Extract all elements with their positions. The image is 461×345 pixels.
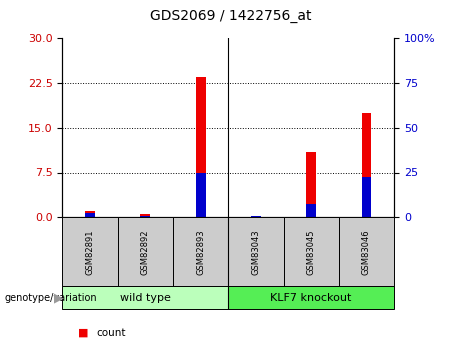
Bar: [228, 286, 394, 309]
Bar: [306, 204, 316, 217]
Bar: [140, 216, 150, 217]
Bar: [195, 77, 206, 217]
Bar: [306, 151, 316, 217]
Text: ▶: ▶: [54, 291, 64, 304]
Text: ■: ■: [78, 328, 89, 338]
Text: GSM82893: GSM82893: [196, 229, 205, 275]
Bar: [361, 113, 372, 217]
Bar: [339, 217, 394, 286]
Bar: [118, 217, 173, 286]
Text: GSM83043: GSM83043: [251, 229, 260, 275]
Text: KLF7 knockout: KLF7 knockout: [271, 293, 352, 303]
Bar: [62, 286, 228, 309]
Text: GSM83046: GSM83046: [362, 229, 371, 275]
Bar: [173, 217, 228, 286]
Bar: [140, 214, 150, 217]
Bar: [85, 211, 95, 217]
Text: GSM82891: GSM82891: [85, 229, 95, 275]
Text: genotype/variation: genotype/variation: [5, 293, 97, 303]
Bar: [361, 177, 372, 217]
Bar: [85, 213, 95, 217]
Text: count: count: [97, 328, 126, 338]
Text: wild type: wild type: [120, 293, 171, 303]
Bar: [284, 217, 339, 286]
Bar: [62, 217, 118, 286]
Bar: [228, 217, 284, 286]
Text: GSM83045: GSM83045: [307, 229, 316, 275]
Text: GSM82892: GSM82892: [141, 229, 150, 275]
Text: GDS2069 / 1422756_at: GDS2069 / 1422756_at: [150, 9, 311, 23]
Bar: [251, 216, 261, 217]
Bar: [195, 172, 206, 217]
